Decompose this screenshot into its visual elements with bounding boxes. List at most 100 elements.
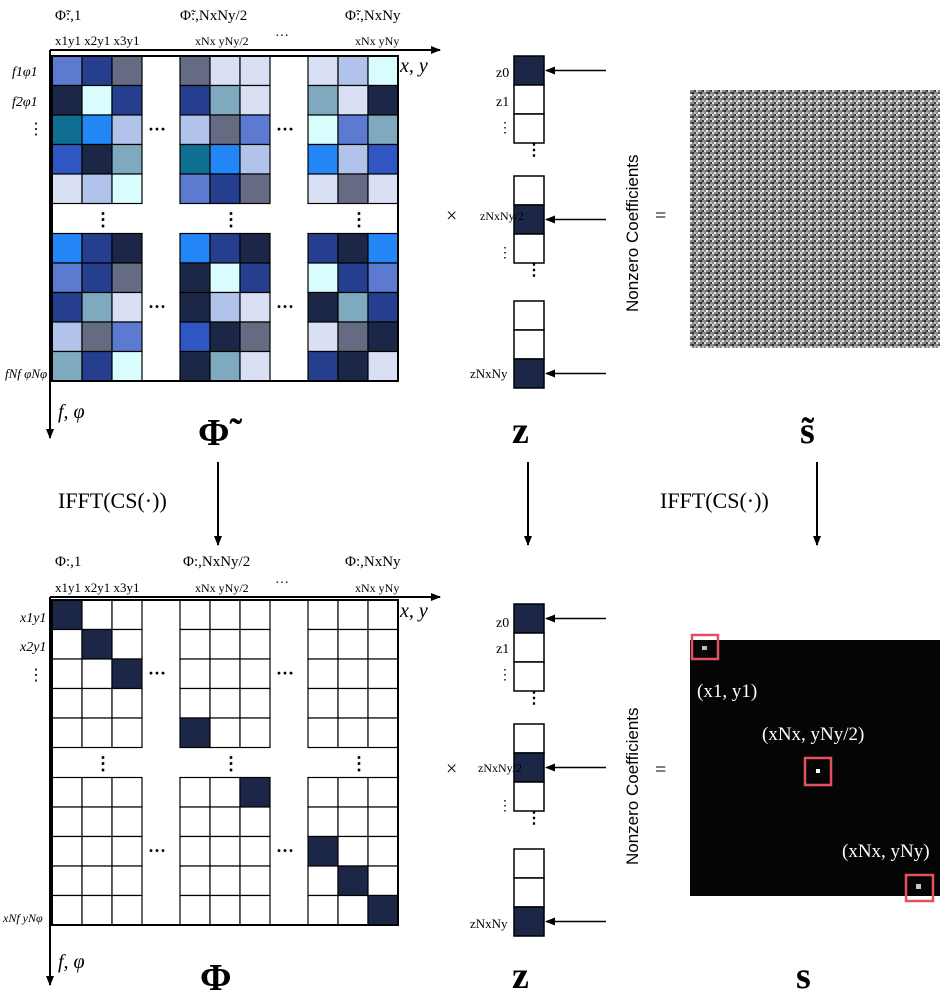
bottom-matrix-cell	[51, 865, 83, 897]
bottom-row-label-vdots: ⋮	[28, 667, 44, 684]
bottom-vector-cell	[513, 661, 545, 692]
bottom-matrix-cell	[51, 835, 83, 867]
bottom-vector-gap-dots: ⋮	[526, 810, 542, 827]
top-vector-label-middle: zNxNy/2	[480, 209, 524, 223]
bottom-axis-x-label: x, y	[399, 600, 428, 622]
bottom-row-label-1: x1y1	[19, 611, 46, 626]
peak-2-label: (xNx, yNy/2)	[762, 724, 864, 745]
top-matrix-cell	[81, 84, 113, 116]
top-matrix-cell	[239, 114, 271, 146]
top-vector-cell	[513, 55, 545, 86]
bottom-matrix-cell	[337, 806, 369, 838]
bottom-matrix-cell	[367, 599, 399, 631]
top-matrix-cell	[179, 350, 211, 382]
bottom-matrix-cell	[111, 776, 143, 808]
top-matrix-cell	[307, 262, 339, 294]
top-matrix-cell	[209, 84, 241, 116]
bottom-equals-sign: =	[655, 759, 666, 781]
bottom-row-label-2: x2y1	[19, 640, 46, 655]
bottom-matrix-cell	[307, 806, 339, 838]
top-matrix-cell	[367, 84, 399, 116]
top-vector: ⋮⋮	[513, 55, 606, 389]
bottom-col-header-middle: Φ:,NxNy/2	[183, 554, 250, 570]
top-matrix-cell	[209, 173, 241, 205]
top-matrix-cell	[337, 84, 369, 116]
top-matrix-cell	[337, 55, 369, 87]
bottom-axis-y-label: f, φ	[58, 951, 85, 973]
bottom-vector-label-vdots2: ⋮	[498, 799, 512, 814]
top-matrix-outline	[51, 55, 399, 382]
top-vector-label-z1: z1	[496, 95, 509, 110]
peak-3-marker	[904, 873, 935, 903]
bottom-vector-label-last: zNxNy	[470, 916, 508, 931]
bottom-matrix-cell	[111, 835, 143, 867]
top-matrix-cell	[81, 350, 113, 382]
top-matrix-cell	[337, 143, 369, 175]
bottom-matrix-h-ellipsis: ···	[276, 663, 294, 683]
top-matrix-cell	[307, 232, 339, 264]
top-matrix-cell	[51, 291, 83, 323]
bottom-matrix-cell	[239, 658, 271, 690]
bottom-matrix-cell	[51, 628, 83, 660]
bottom-vector-label-middle: zNxNy/2	[478, 761, 522, 775]
top-row-label-last: fNf φNφ	[5, 366, 47, 381]
bottom-col-header-ellipsis: ···	[275, 576, 289, 591]
bottom-vector-cell	[513, 877, 545, 908]
top-matrix-cell	[367, 321, 399, 353]
bottom-matrix-cell	[209, 658, 241, 690]
top-vector-cell	[513, 84, 545, 115]
top-matrix-cell	[337, 232, 369, 264]
bottom-vector-cell	[513, 781, 545, 812]
top-col-label-first: x1y1 x2y1 x3y1	[55, 33, 140, 48]
bottom-matrix-v-ellipsis: ⋮	[94, 754, 112, 774]
peak-2-marker	[803, 756, 833, 787]
top-matrix-cell	[179, 143, 211, 175]
top-matrix-cell	[337, 262, 369, 294]
bottom-matrix-cell	[239, 894, 271, 926]
bottom-matrix-cell	[81, 687, 113, 719]
bottom-matrix-cell	[367, 835, 399, 867]
bottom-matrix-cell	[239, 687, 271, 719]
bottom-matrix-cell	[307, 599, 339, 631]
top-section: Φ̃:,1 Φ̃:,NxNy/2 Φ̃:,NxNy x1y1 x2y1 x3y1…	[5, 8, 940, 454]
top-matrix-cell	[81, 232, 113, 264]
bottom-matrix-cell	[81, 806, 113, 838]
bottom-col-label-last: xNx yNy	[355, 581, 399, 595]
top-matrix-cell	[179, 114, 211, 146]
top-matrix-cell	[179, 232, 211, 264]
top-col-header-last: Φ̃:,NxNy	[345, 8, 401, 24]
bottom-matrix-cell	[337, 835, 369, 867]
bottom-matrix-cell	[337, 865, 369, 897]
bottom-matrix-cell	[111, 894, 143, 926]
top-matrix-cell	[111, 321, 143, 353]
top-matrix-cell	[179, 262, 211, 294]
top-matrix-cell	[239, 321, 271, 353]
top-matrix-cell	[111, 114, 143, 146]
top-matrix-cell	[239, 55, 271, 87]
top-axis-y-label: f, φ	[58, 401, 85, 423]
bottom-matrix-cell	[337, 628, 369, 660]
top-result-symbol: s̃	[800, 410, 815, 452]
bottom-vector-cell	[513, 632, 545, 663]
top-row-label-2: f2φ1	[12, 95, 38, 110]
bottom-matrix-cell	[239, 806, 271, 838]
bottom-matrix-h-ellipsis: ···	[276, 840, 294, 860]
top-matrix-cell	[111, 232, 143, 264]
bottom-matrix-cell	[111, 806, 143, 838]
bottom-matrix-cell	[239, 599, 271, 631]
top-matrix-cell	[179, 84, 211, 116]
bottom-vector-label-z1: z1	[496, 642, 509, 657]
bottom-result-symbol: s	[796, 955, 811, 995]
bottom-matrix-cell	[367, 865, 399, 897]
top-matrix-cell	[209, 350, 241, 382]
bottom-matrix-cell	[81, 599, 113, 631]
bottom-matrix-cell	[111, 599, 143, 631]
bottom-matrix-cell	[239, 628, 271, 660]
top-matrix-cell	[111, 55, 143, 87]
bottom-vector-symbol: z	[512, 955, 529, 995]
top-matrix-cell	[51, 321, 83, 353]
bottom-matrix-cell	[239, 865, 271, 897]
top-matrix-cell	[307, 350, 339, 382]
top-matrix-h-ellipsis: ···	[148, 296, 166, 316]
